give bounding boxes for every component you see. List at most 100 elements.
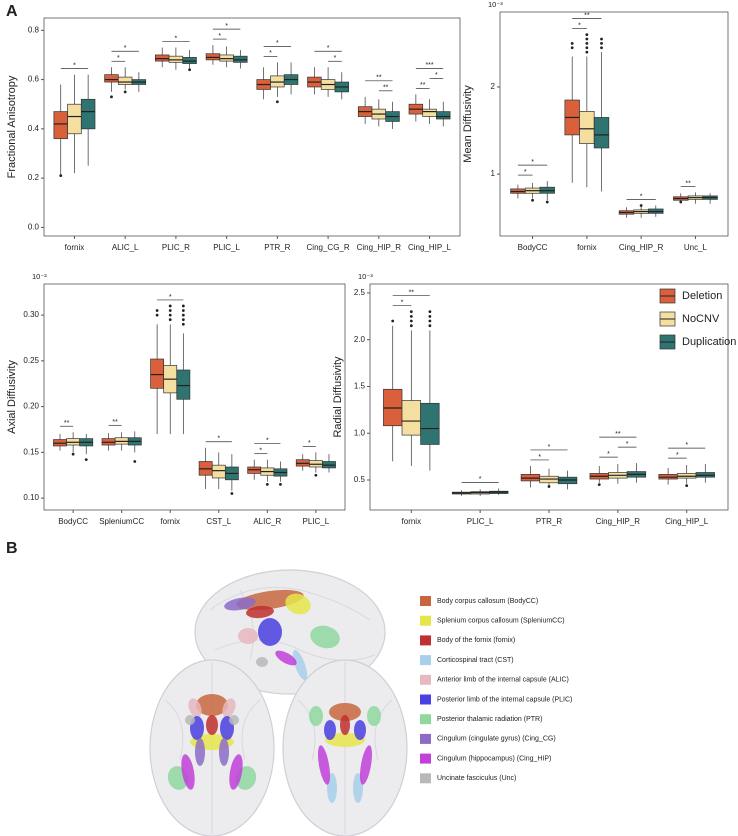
outlier — [428, 314, 432, 318]
tract-region — [317, 745, 331, 785]
outlier — [585, 37, 589, 41]
y-tick-label: 0.0 — [28, 222, 40, 231]
significance-label: ** — [376, 75, 382, 82]
x-tick-label: PLIC_L — [467, 517, 494, 526]
outlier — [155, 309, 159, 312]
significance-label: * — [269, 50, 272, 57]
legend-label: Duplication — [682, 336, 736, 348]
x-tick-label: fornix — [577, 243, 597, 252]
x-tick-label: fornix — [402, 517, 422, 526]
significance-label: ** — [584, 13, 590, 20]
outlier — [181, 318, 185, 322]
outlier — [110, 95, 113, 99]
tract-region — [325, 733, 365, 747]
panel-label: A — [6, 3, 18, 20]
x-tick-label: SpleniumCC — [99, 517, 144, 526]
significance-label: * — [327, 45, 330, 52]
tract-region — [196, 694, 228, 716]
box — [219, 54, 234, 62]
chart: 0.5 1.0 1.5 2.0 2.5 Radial Diffusivity 10⁻³ for… — [332, 272, 729, 526]
tract-region — [309, 706, 323, 726]
box — [233, 55, 248, 63]
box — [80, 98, 96, 130]
box — [211, 464, 226, 479]
outlier — [59, 174, 63, 178]
tract-region — [224, 597, 256, 611]
outlier — [181, 313, 185, 317]
outlier — [279, 482, 282, 486]
tract-region — [359, 745, 373, 785]
significance-label: ** — [112, 419, 118, 426]
x-tick-label: PLIC_L — [213, 243, 240, 252]
box — [117, 76, 133, 85]
significance-label: * — [169, 294, 172, 301]
tract-region — [246, 605, 274, 619]
atlas-swatch — [420, 615, 431, 626]
x-tick-label: BodyCC — [58, 517, 88, 526]
significance-label: ** — [615, 431, 621, 438]
significance-label: * — [548, 444, 551, 451]
tract-region — [354, 720, 366, 740]
outlier — [597, 483, 601, 487]
x-tick-label: PLIC_L — [303, 517, 330, 526]
y-tick-label: 0.2 — [28, 173, 40, 182]
box — [53, 111, 68, 140]
y-tick-label: 0.10 — [23, 493, 39, 502]
outlier — [531, 198, 534, 202]
outlier — [679, 200, 683, 204]
significance-label: * — [73, 62, 76, 69]
atlas-label: Body corpus callosum (BodyCC) — [437, 598, 538, 605]
x-tick-label: PLIC_R — [162, 243, 190, 252]
tract-region — [256, 657, 268, 667]
atlas-label: Corticospinal tract (CST) — [437, 657, 514, 664]
significance-label: ** — [64, 420, 70, 427]
box — [155, 54, 170, 62]
significance-label: ** — [420, 82, 426, 89]
box — [150, 358, 165, 389]
tract-region — [222, 698, 236, 718]
outlier — [409, 310, 413, 314]
significance-label: * — [578, 23, 581, 30]
box — [205, 53, 221, 61]
outlier — [168, 309, 172, 312]
outlier — [155, 313, 159, 317]
outlier — [428, 324, 432, 328]
tract-region — [229, 754, 243, 790]
y-axis-title: Axial Diffusivity — [6, 360, 18, 434]
chart: 0.0 0.2 0.4 0.6 0.8 Fractional Anisotropy forn… — [6, 17, 461, 252]
y-axis-exponent: 10⁻³ — [358, 272, 373, 281]
outlier — [428, 319, 432, 323]
x-tick-label: ALIC_R — [253, 517, 281, 526]
y-tick-label: 0.25 — [23, 356, 39, 365]
outlier — [600, 41, 603, 45]
tract-region — [195, 738, 205, 766]
atlas-label: Posterior limb of the internal capsule (… — [437, 696, 572, 703]
significance-label: * — [175, 35, 178, 42]
significance-label: * — [217, 436, 220, 443]
x-tick-label: Cing_HIP_R — [596, 517, 641, 526]
significance-label: * — [266, 438, 269, 445]
significance-label: * — [435, 72, 438, 79]
outlier — [84, 458, 88, 462]
atlas-swatch — [420, 773, 431, 784]
outlier — [265, 482, 269, 486]
x-tick-label: Cing_HIP_L — [408, 243, 452, 252]
x-tick-label: fornix — [160, 517, 180, 526]
outlier — [188, 68, 192, 72]
y-tick-label: 2.5 — [354, 288, 366, 297]
x-tick-label: Cing_HIP_R — [357, 243, 402, 252]
x-tick-label: BodyCC — [518, 243, 548, 252]
significance-label: * — [538, 454, 541, 461]
x-tick-label: fornix — [65, 243, 85, 252]
x-tick-label: Cing_CG_R — [307, 243, 350, 252]
outlier — [275, 100, 279, 104]
atlas-label: Posterior thalamic radiation (PTR) — [437, 716, 542, 723]
box — [593, 117, 610, 149]
x-tick-label: Unc_L — [684, 243, 708, 252]
outlier — [181, 304, 185, 308]
atlas-label: Body of the fornix (fornix) — [437, 637, 515, 644]
box — [168, 55, 184, 63]
outlier — [585, 46, 589, 50]
